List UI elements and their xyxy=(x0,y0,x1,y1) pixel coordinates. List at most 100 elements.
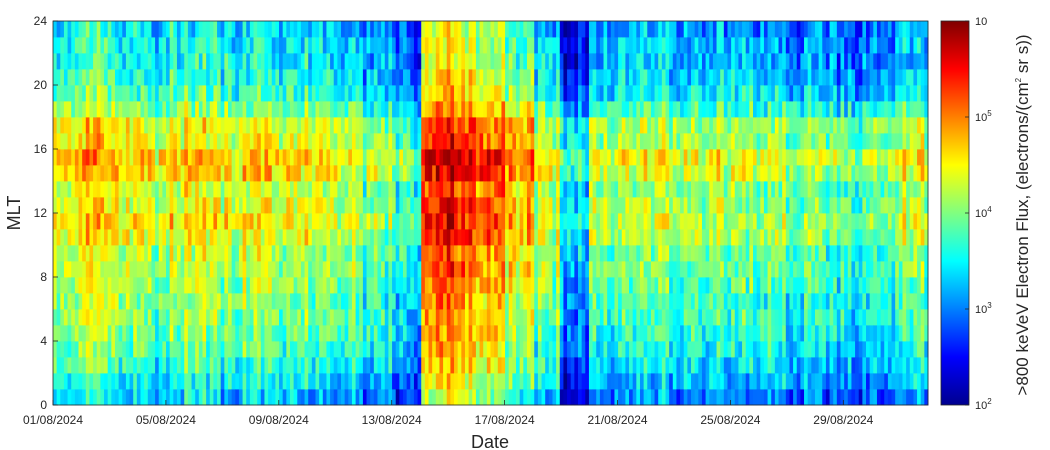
heatmap-cell xyxy=(753,85,758,102)
heatmap-cell xyxy=(93,69,98,86)
heatmap-cell xyxy=(483,165,488,182)
heatmap-cell xyxy=(293,21,298,38)
heatmap-cell xyxy=(530,165,535,182)
heatmap-cell xyxy=(785,213,790,230)
heatmap-cell xyxy=(370,389,375,406)
heatmap-cell xyxy=(661,197,666,214)
heatmap-cell xyxy=(701,53,707,70)
heatmap-cell xyxy=(621,325,626,342)
heatmap-cell xyxy=(224,149,229,166)
heatmap-cell xyxy=(512,85,517,102)
heatmap-cell xyxy=(228,181,233,198)
heatmap-cell xyxy=(618,85,623,102)
heatmap-cell xyxy=(406,261,411,278)
heatmap-cell xyxy=(756,309,761,326)
heatmap-cell xyxy=(413,101,418,118)
heatmap-cell xyxy=(246,85,251,102)
heatmap-cell xyxy=(753,197,758,214)
heatmap-cell xyxy=(800,149,805,166)
heatmap-cell xyxy=(78,293,83,310)
heatmap-cell xyxy=(257,261,262,278)
heatmap-cell xyxy=(176,117,182,134)
heatmap-cell xyxy=(67,85,72,102)
heatmap-cell xyxy=(308,309,313,326)
heatmap-cell xyxy=(596,229,601,246)
heatmap-cell xyxy=(753,293,758,310)
heatmap-cell xyxy=(107,277,112,294)
heatmap-cell xyxy=(479,85,484,102)
heatmap-cell xyxy=(388,389,393,406)
heatmap-cell xyxy=(749,341,754,358)
heatmap-cell xyxy=(523,245,528,262)
heatmap-cell xyxy=(136,197,141,214)
heatmap-cell xyxy=(687,197,692,214)
heatmap-cell xyxy=(530,197,535,214)
heatmap-cell xyxy=(439,69,444,86)
heatmap-cell xyxy=(665,389,670,406)
heatmap-cell xyxy=(650,181,655,198)
heatmap-cell xyxy=(271,341,276,358)
heatmap-cell xyxy=(541,53,546,70)
heatmap-cell xyxy=(213,341,218,358)
heatmap-cell xyxy=(691,133,696,150)
heatmap-cell xyxy=(483,37,488,54)
heatmap-cell xyxy=(56,21,61,38)
heatmap-cell xyxy=(111,117,116,134)
heatmap-cell xyxy=(610,373,615,390)
heatmap-cell xyxy=(753,261,758,278)
heatmap-cell xyxy=(486,325,491,342)
heatmap-cell xyxy=(253,197,258,214)
heatmap-cell xyxy=(435,69,440,86)
heatmap-cell xyxy=(723,357,728,374)
heatmap-cell xyxy=(286,373,291,390)
heatmap-cell xyxy=(384,389,389,406)
heatmap-cell xyxy=(60,165,65,182)
heatmap-cell xyxy=(217,213,222,230)
heatmap-cell xyxy=(574,149,579,166)
heatmap-cell xyxy=(268,37,273,54)
heatmap-cell xyxy=(56,69,61,86)
heatmap-cell xyxy=(461,309,466,326)
heatmap-cell xyxy=(238,245,243,262)
heatmap-cell xyxy=(63,181,68,198)
heatmap-cell xyxy=(293,309,298,326)
heatmap-cell xyxy=(712,133,717,150)
heatmap-cell xyxy=(158,181,163,198)
heatmap-cell xyxy=(297,245,302,262)
heatmap-cell xyxy=(767,325,772,342)
heatmap-cell xyxy=(377,69,382,86)
heatmap-cell xyxy=(348,101,353,118)
heatmap-cell xyxy=(760,213,765,230)
heatmap-cell xyxy=(563,197,568,214)
heatmap-cell xyxy=(621,293,626,310)
heatmap-cell xyxy=(578,117,583,134)
heatmap-cell xyxy=(147,101,152,118)
heatmap-cell xyxy=(745,197,750,214)
heatmap-cell xyxy=(421,261,426,278)
heatmap-cell xyxy=(231,69,236,86)
heatmap-cell xyxy=(104,85,109,102)
heatmap-cell xyxy=(384,101,389,118)
heatmap-cell xyxy=(122,229,127,246)
heatmap-cell xyxy=(337,149,342,166)
heatmap-cell xyxy=(144,213,149,230)
heatmap-cell xyxy=(381,245,386,262)
heatmap-cell xyxy=(534,37,539,54)
heatmap-cell xyxy=(534,229,539,246)
heatmap-cell xyxy=(308,373,313,390)
heatmap-cell xyxy=(133,293,138,310)
heatmap-cell xyxy=(508,373,513,390)
heatmap-cell xyxy=(129,261,134,278)
heatmap-cell xyxy=(264,309,269,326)
heatmap-cell xyxy=(85,245,90,262)
heatmap-cell xyxy=(793,261,798,278)
heatmap-cell xyxy=(701,373,707,390)
heatmap-cell xyxy=(742,293,747,310)
heatmap-cell xyxy=(228,197,233,214)
heatmap-cell xyxy=(395,197,400,214)
heatmap-cell xyxy=(373,293,378,310)
heatmap-cell xyxy=(723,37,728,54)
heatmap-cell xyxy=(658,325,663,342)
heatmap-cell xyxy=(760,389,765,406)
heatmap-cell xyxy=(282,373,287,390)
